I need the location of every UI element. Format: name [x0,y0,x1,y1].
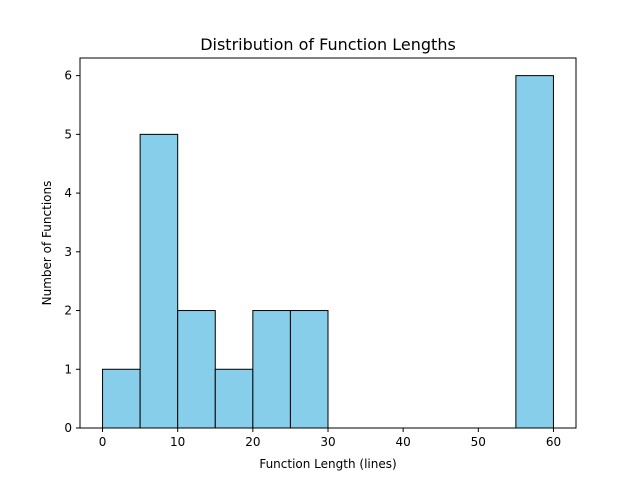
x-axis-label: Function Length (lines) [259,457,396,471]
x-tick-label: 50 [471,435,486,449]
y-tick-label: 4 [64,186,72,200]
y-tick-label: 0 [64,421,72,435]
y-axis-label: Number of Functions [40,181,54,306]
x-tick-label: 0 [99,435,107,449]
y-tick-label: 1 [64,362,72,376]
histogram-bar [177,310,216,429]
y-tick-label: 6 [64,69,72,83]
histogram-bar [214,368,254,429]
histogram-bar [102,368,141,429]
histogram-bar [252,310,291,429]
bars-group [102,75,554,429]
x-tick-label: 40 [396,435,411,449]
x-tick-label: 20 [245,435,260,449]
x-tick-label: 10 [170,435,185,449]
y-tick-label: 3 [64,245,72,259]
y-axis-ticks: 0 1 2 3 4 5 6 [64,69,80,435]
chart-title: Distribution of Function Lengths [200,35,456,54]
x-axis-ticks: 0 10 20 30 40 50 60 [99,428,561,449]
x-tick-label: 30 [320,435,335,449]
y-tick-label: 2 [64,304,72,318]
histogram-bar [289,310,329,429]
histogram-bar [139,133,179,429]
histogram-bar [515,75,554,429]
x-tick-label: 60 [546,435,561,449]
y-tick-label: 5 [64,127,72,141]
